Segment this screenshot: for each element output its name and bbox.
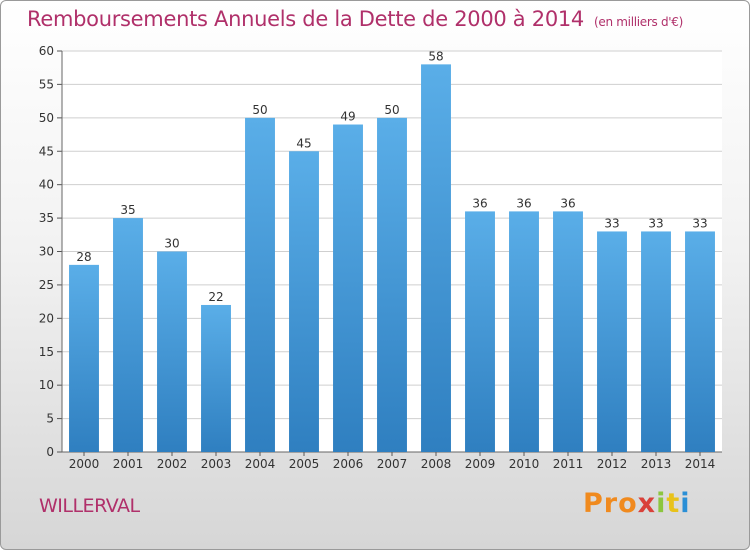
x-tick-label-2012: 2012 bbox=[597, 457, 628, 471]
data-label-2008: 58 bbox=[428, 49, 443, 63]
x-tick-label-2002: 2002 bbox=[157, 457, 188, 471]
bar-2002 bbox=[157, 251, 187, 452]
chart-title: Remboursements Annuels de la Dette de 20… bbox=[27, 7, 683, 31]
logo-part-5: i bbox=[680, 488, 691, 519]
bar-2010 bbox=[509, 211, 539, 452]
x-tick-label-2005: 2005 bbox=[289, 457, 320, 471]
y-tick-label: 40 bbox=[39, 178, 54, 192]
chart-unit-note: (en milliers d'€) bbox=[594, 15, 684, 29]
data-label-2006: 49 bbox=[340, 110, 355, 124]
data-label-2001: 35 bbox=[120, 203, 135, 217]
data-label-2010: 36 bbox=[516, 196, 531, 210]
y-tick-label: 10 bbox=[39, 378, 54, 392]
bar-2005 bbox=[289, 151, 319, 452]
x-tick-label-2000: 2000 bbox=[69, 457, 100, 471]
x-tick-label-2011: 2011 bbox=[553, 457, 584, 471]
bar-2014 bbox=[685, 231, 715, 452]
logo-part-3: i bbox=[656, 488, 667, 519]
data-label-2002: 30 bbox=[164, 237, 179, 251]
place-name: WILLERVAL bbox=[39, 495, 140, 517]
x-tick-label-2008: 2008 bbox=[421, 457, 452, 471]
x-tick-label-2001: 2001 bbox=[113, 457, 144, 471]
y-tick-label: 35 bbox=[39, 211, 54, 225]
proxiti-logo[interactable]: Proxiti bbox=[583, 488, 691, 519]
x-tick-label-2007: 2007 bbox=[377, 457, 408, 471]
bar-2000 bbox=[69, 264, 99, 452]
data-label-2013: 33 bbox=[648, 216, 663, 230]
y-tick-label: 0 bbox=[46, 445, 54, 459]
y-tick-label: 20 bbox=[39, 311, 54, 325]
bar-2013 bbox=[641, 231, 671, 452]
y-tick-label: 30 bbox=[39, 245, 54, 259]
logo-part-2: x bbox=[637, 488, 657, 519]
x-tick-label-2003: 2003 bbox=[201, 457, 232, 471]
y-tick-label: 15 bbox=[39, 345, 54, 359]
y-tick-label: 55 bbox=[39, 77, 54, 91]
y-tick-label: 45 bbox=[39, 144, 54, 158]
x-tick-label-2009: 2009 bbox=[465, 457, 496, 471]
data-label-2012: 33 bbox=[604, 216, 619, 230]
y-tick-label: 60 bbox=[39, 44, 54, 58]
bar-2009 bbox=[465, 211, 495, 452]
data-label-2011: 36 bbox=[560, 196, 575, 210]
y-tick-label: 50 bbox=[39, 111, 54, 125]
x-tick-label-2014: 2014 bbox=[685, 457, 716, 471]
x-tick-label-2004: 2004 bbox=[245, 457, 276, 471]
data-label-2009: 36 bbox=[472, 196, 487, 210]
x-tick-label-2006: 2006 bbox=[333, 457, 364, 471]
data-label-2014: 33 bbox=[692, 216, 707, 230]
logo-part-1: Pro bbox=[583, 488, 638, 519]
bar-2008 bbox=[421, 64, 451, 452]
bar-2012 bbox=[597, 231, 627, 452]
bar-2007 bbox=[377, 117, 407, 452]
x-tick-label-2010: 2010 bbox=[509, 457, 540, 471]
y-tick-label: 25 bbox=[39, 278, 54, 292]
bar-2001 bbox=[113, 218, 143, 452]
bar-2011 bbox=[553, 211, 583, 452]
data-label-2007: 50 bbox=[384, 103, 399, 117]
bar-2003 bbox=[201, 304, 231, 452]
data-label-2000: 28 bbox=[76, 250, 91, 264]
bar-2006 bbox=[333, 124, 363, 453]
chart-title-text: Remboursements Annuels de la Dette de 20… bbox=[27, 7, 584, 31]
data-label-2005: 45 bbox=[296, 136, 311, 150]
data-label-2003: 22 bbox=[208, 290, 223, 304]
bar-2004 bbox=[245, 117, 275, 452]
logo-part-4: t bbox=[666, 488, 681, 519]
data-label-2004: 50 bbox=[252, 103, 267, 117]
x-tick-label-2013: 2013 bbox=[641, 457, 672, 471]
y-tick-label: 5 bbox=[46, 412, 54, 426]
